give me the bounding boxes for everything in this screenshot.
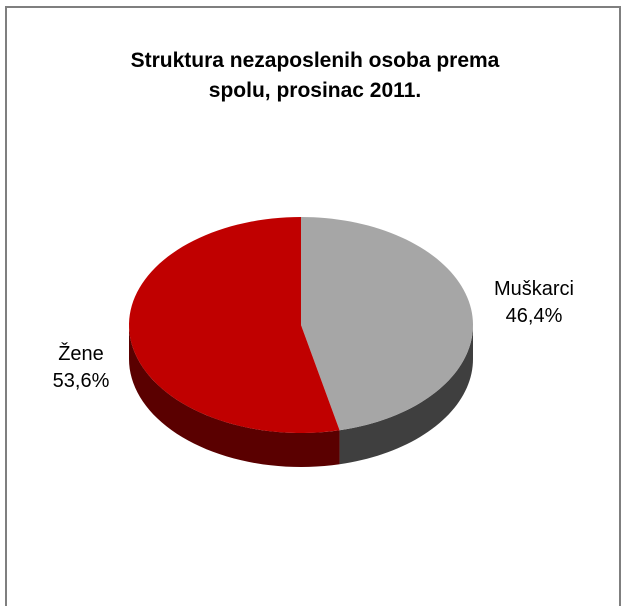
chart-title-line-1: Struktura nezaposlenih osoba prema bbox=[130, 49, 500, 72]
slice-value-zene: 53,6% bbox=[52, 370, 110, 392]
chart-title-line-2: spolu, prosinac 2011. bbox=[208, 79, 422, 102]
slice-side-1 bbox=[129, 325, 340, 467]
slice-side-0 bbox=[339, 325, 473, 465]
slice-1 bbox=[129, 217, 340, 433]
slice-name-zene: Žene bbox=[58, 343, 104, 365]
chart-title: Struktura nezaposlenih osoba prema spolu… bbox=[0, 46, 630, 106]
slice-name-muskarci: Muškarci bbox=[493, 278, 574, 300]
slice-0 bbox=[301, 217, 473, 431]
slice-label-muskarci: Muškarci 46,4% bbox=[484, 276, 584, 330]
slice-value-muskarci: 46,4% bbox=[505, 305, 563, 327]
slice-label-zene: Žene 53,6% bbox=[36, 341, 126, 395]
